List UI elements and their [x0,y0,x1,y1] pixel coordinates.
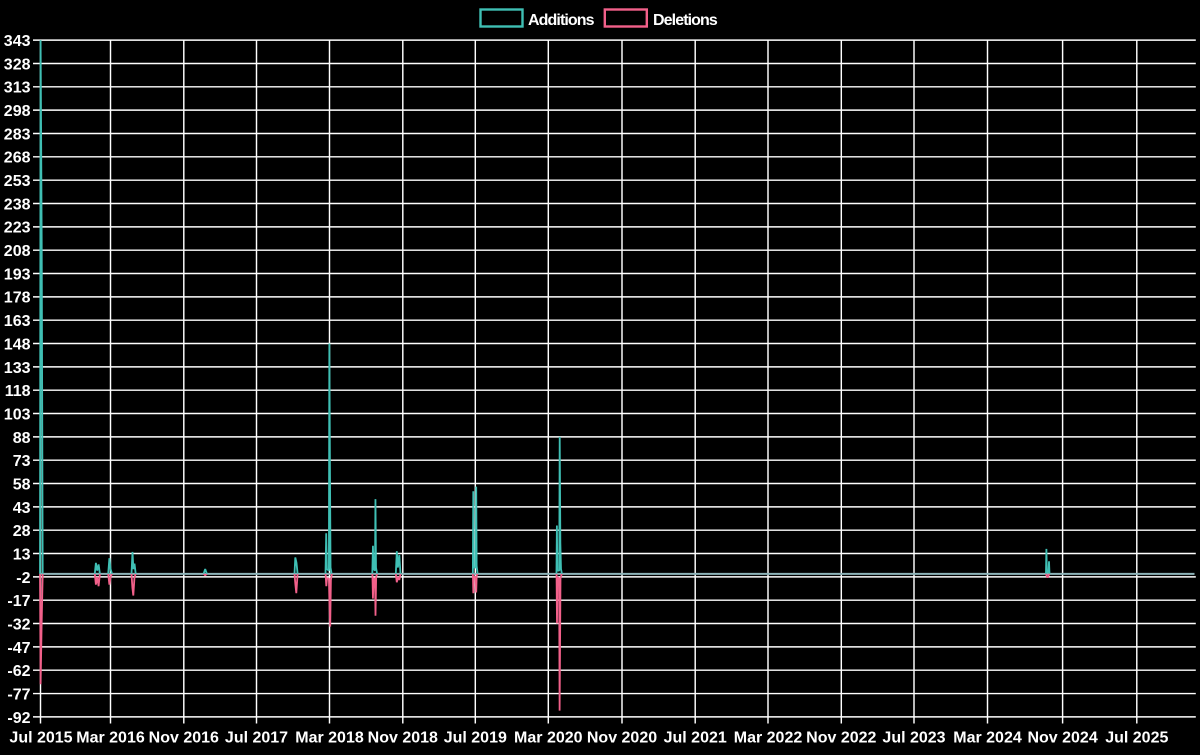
svg-text:Jul 2023: Jul 2023 [882,729,945,746]
svg-text:Jul 2017: Jul 2017 [225,729,288,746]
svg-text:Nov 2018: Nov 2018 [368,729,438,746]
svg-text:-92: -92 [7,710,30,727]
svg-text:133: 133 [4,360,31,377]
svg-text:Mar 2024: Mar 2024 [953,729,1022,746]
svg-text:193: 193 [4,266,31,283]
svg-text:Nov 2016: Nov 2016 [149,729,219,746]
svg-text:-32: -32 [7,616,30,633]
svg-text:13: 13 [13,546,31,563]
svg-text:Mar 2020: Mar 2020 [514,729,583,746]
svg-text:163: 163 [4,313,31,330]
svg-text:Deletions: Deletions [653,12,718,29]
svg-text:118: 118 [5,383,31,400]
svg-text:Jul 2025: Jul 2025 [1105,729,1168,746]
svg-text:Nov 2022: Nov 2022 [806,729,876,746]
svg-text:88: 88 [13,430,31,447]
svg-text:Additions: Additions [528,12,595,29]
svg-text:178: 178 [4,290,31,307]
svg-text:-47: -47 [7,640,30,657]
svg-text:148: 148 [4,336,31,353]
svg-text:-17: -17 [7,593,30,610]
svg-text:Jul 2021: Jul 2021 [664,729,727,746]
svg-text:-2: -2 [16,570,30,587]
svg-text:-77: -77 [7,686,30,703]
svg-text:43: 43 [13,500,31,517]
svg-text:73: 73 [13,453,31,470]
svg-text:Mar 2018: Mar 2018 [295,729,364,746]
svg-text:268: 268 [4,150,31,167]
svg-text:343: 343 [4,33,31,50]
svg-text:103: 103 [4,406,31,423]
svg-text:-62: -62 [7,663,30,680]
svg-text:Mar 2022: Mar 2022 [734,729,803,746]
svg-text:208: 208 [4,243,31,260]
svg-text:283: 283 [4,126,31,143]
svg-text:Nov 2020: Nov 2020 [587,729,657,746]
svg-text:58: 58 [13,476,31,493]
svg-text:Mar 2016: Mar 2016 [76,729,145,746]
svg-text:Nov 2024: Nov 2024 [1027,729,1097,746]
svg-text:Jul 2019: Jul 2019 [444,729,507,746]
svg-text:313: 313 [4,80,31,97]
svg-text:238: 238 [4,196,31,213]
svg-text:Jul 2015: Jul 2015 [9,729,72,746]
svg-text:328: 328 [4,56,31,73]
svg-text:28: 28 [13,523,31,540]
svg-text:298: 298 [4,103,31,120]
svg-text:223: 223 [4,220,31,237]
svg-text:253: 253 [4,173,31,190]
